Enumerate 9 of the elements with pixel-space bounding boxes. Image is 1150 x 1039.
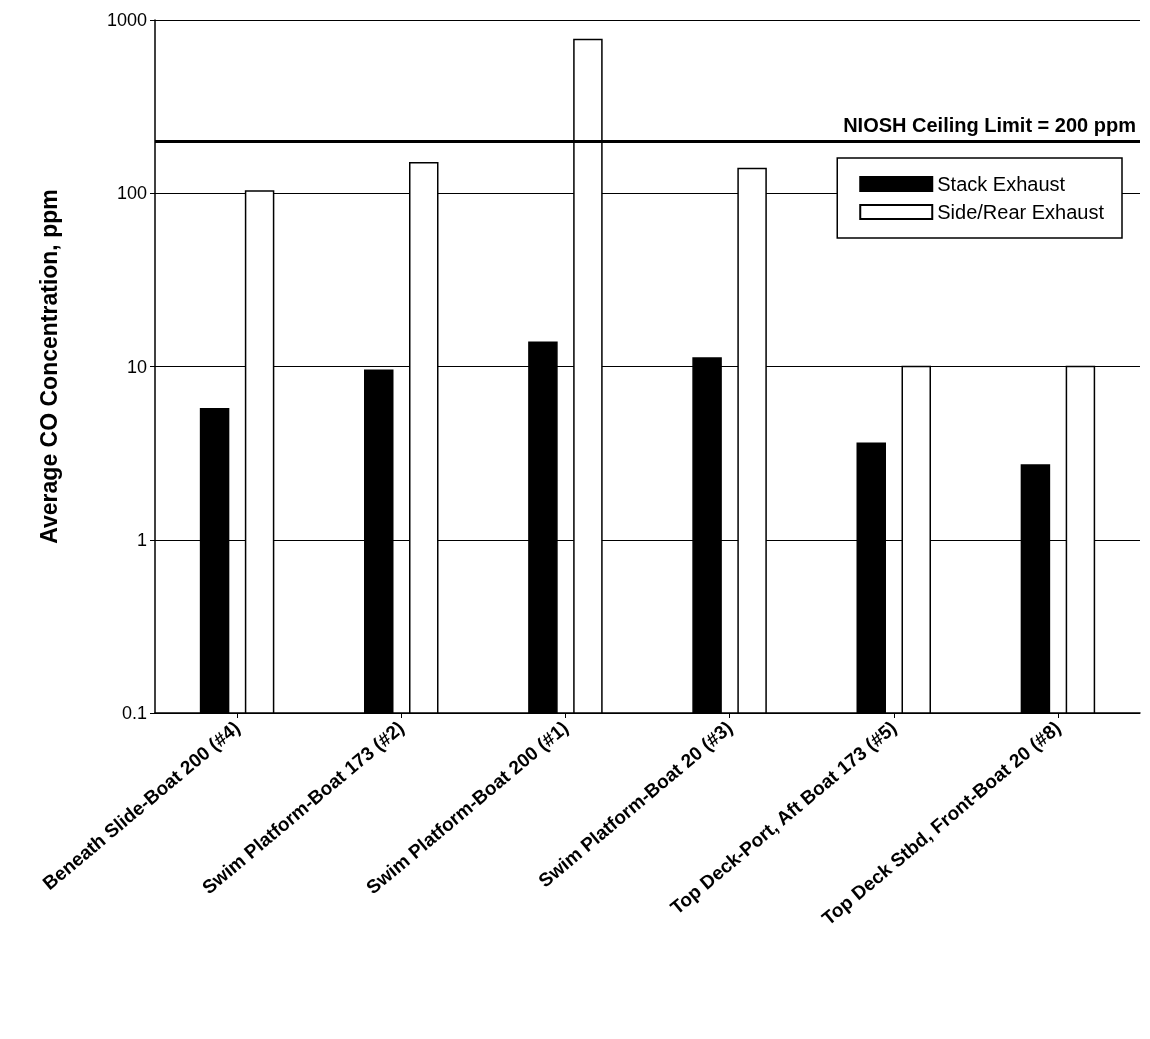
y-tick-label: 1 — [136, 529, 147, 550]
y-axis-title: Average CO Concentration, ppm — [35, 189, 62, 544]
y-tick-label: 10 — [126, 356, 147, 377]
y-tick-label: 100 — [116, 183, 147, 204]
y-tick-label: 0.1 — [121, 703, 147, 723]
ref-line-label: NIOSH Ceiling Limit = 200 ppm — [843, 114, 1136, 137]
legend-label: Side/Rear Exhaust — [937, 201, 1105, 223]
y-tick-label: 1000 — [106, 10, 147, 30]
legend-label: Stack Exhaust — [937, 173, 1066, 195]
